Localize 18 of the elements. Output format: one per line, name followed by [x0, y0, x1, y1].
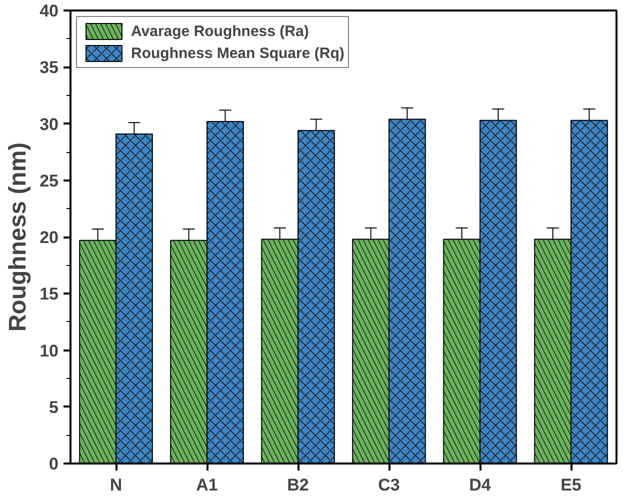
x-tick-label: B2	[287, 476, 309, 494]
y-tick-label: 5	[49, 398, 59, 417]
legend-label: Avarage Roughness (Ra)	[131, 22, 309, 40]
y-tick-label: 0	[49, 454, 59, 474]
x-tick-label: C3	[378, 476, 400, 494]
x-tick-label: A1	[196, 476, 218, 494]
x-tick-label: N	[110, 476, 122, 494]
y-tick-label: 15	[40, 284, 59, 304]
x-tick-label: D4	[469, 476, 492, 494]
y-tick-label: 30	[40, 114, 59, 134]
y-tick-label: 10	[40, 341, 59, 360]
y-tick-label: 35	[40, 58, 59, 78]
x-tick-label: E5	[560, 476, 582, 494]
y-tick-label: 25	[40, 171, 59, 190]
legend-label: Roughness Mean Square (Rq)	[131, 44, 344, 62]
y-tick-label: 40	[40, 2, 59, 20]
y-axis-title: Roughness (nm)	[4, 142, 32, 332]
y-tick-label: 20	[40, 228, 59, 247]
